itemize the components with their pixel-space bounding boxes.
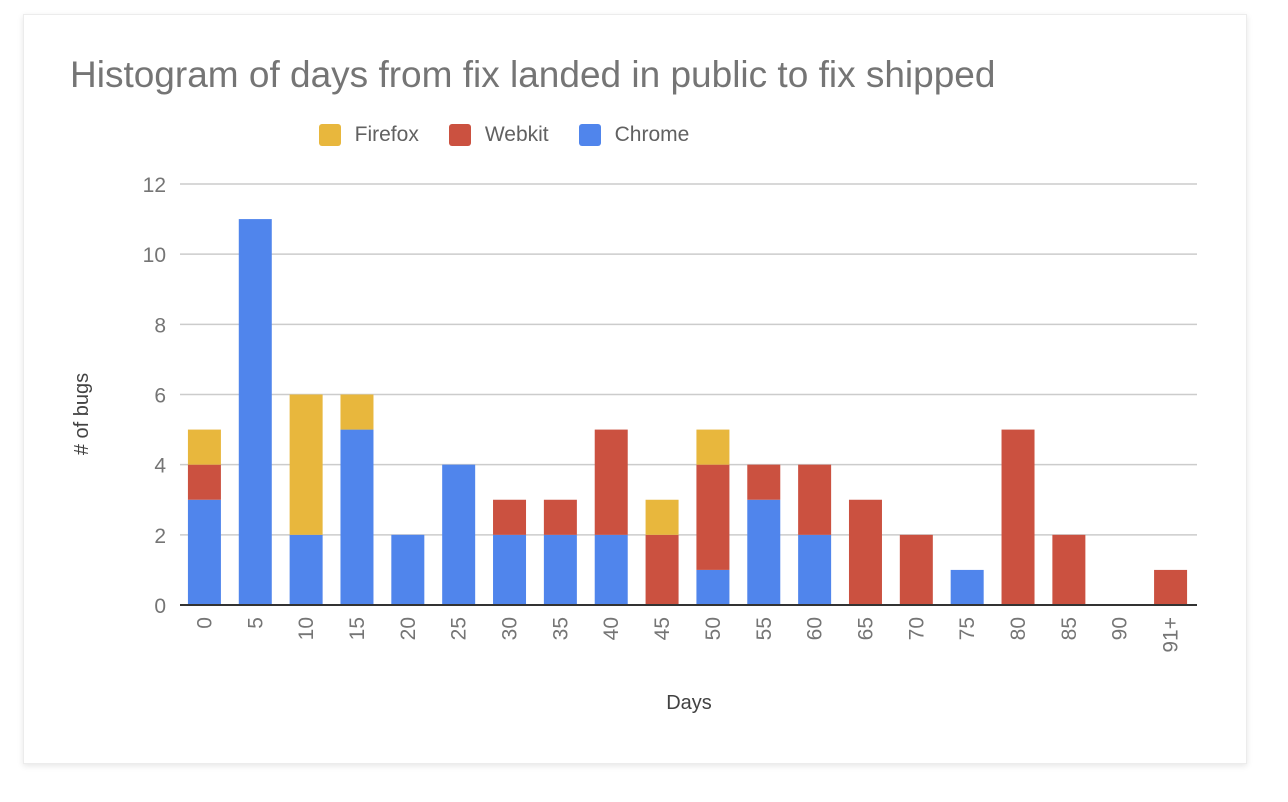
bar-segment-webkit[interactable] xyxy=(848,499,882,605)
bar-segment-webkit[interactable] xyxy=(493,499,527,535)
bar-segment-chrome[interactable] xyxy=(289,534,323,605)
y-axis-title: # of bugs xyxy=(71,373,93,455)
bar-segment-webkit[interactable] xyxy=(187,464,221,500)
x-tick-label: 5 xyxy=(244,617,267,629)
y-tick-label: 0 xyxy=(154,595,166,618)
bar-segment-webkit[interactable] xyxy=(645,534,679,605)
bar-segment-webkit[interactable] xyxy=(594,429,628,535)
legend-label: Chrome xyxy=(614,123,690,146)
chart-title: Histogram of days from fix landed in pub… xyxy=(70,54,996,95)
x-tick-label: 80 xyxy=(1007,617,1030,640)
bar-segment-chrome[interactable] xyxy=(950,569,984,605)
legend: Firefox Webkit Chrome xyxy=(0,123,1148,147)
bar-segment-webkit[interactable] xyxy=(1154,569,1188,605)
firefox-swatch-icon xyxy=(318,124,341,146)
y-tick-label: 6 xyxy=(154,385,166,408)
bar-segment-chrome[interactable] xyxy=(493,534,527,605)
bar-segment-webkit[interactable] xyxy=(747,464,781,500)
x-tick-label: 25 xyxy=(448,617,471,640)
x-tick-label: 15 xyxy=(346,617,369,640)
x-tick-label: 0 xyxy=(193,617,216,629)
x-tick-label: 10 xyxy=(295,617,318,640)
bars xyxy=(187,219,1188,606)
chart-card xyxy=(23,14,1247,764)
x-axis-title: Days xyxy=(666,692,712,714)
y-tick-label: 2 xyxy=(154,525,166,548)
x-tick-label: 30 xyxy=(499,617,522,640)
x-tick-label: 20 xyxy=(397,617,420,640)
bar-segment-firefox[interactable] xyxy=(187,429,221,465)
x-tick-label: 90 xyxy=(1109,617,1132,640)
bar-segment-webkit[interactable] xyxy=(1001,429,1035,605)
legend-label: Firefox xyxy=(354,123,419,146)
bar-segment-chrome[interactable] xyxy=(696,569,730,605)
bar-segment-firefox[interactable] xyxy=(696,429,730,465)
bar-segment-webkit[interactable] xyxy=(1052,534,1086,605)
x-tick-label: 60 xyxy=(804,617,827,640)
gridlines xyxy=(180,183,1197,536)
y-tick-label: 4 xyxy=(154,455,166,478)
bar-segment-chrome[interactable] xyxy=(594,534,628,605)
x-axis-ticks: 0 5 10 15 20 25 30 35 40 45 50 55 60 65 70 75 80 85 90 91+ xyxy=(193,617,1182,653)
bar-segment-chrome[interactable] xyxy=(340,429,374,605)
x-tick-label: 55 xyxy=(753,617,776,640)
bar-segment-chrome[interactable] xyxy=(442,464,476,605)
bar-segment-webkit[interactable] xyxy=(899,534,933,605)
x-tick-label: 70 xyxy=(905,617,928,640)
legend-item-webkit[interactable]: Webkit xyxy=(448,123,549,147)
bar-segment-chrome[interactable] xyxy=(543,534,577,605)
x-tick-label: 50 xyxy=(702,617,725,640)
x-tick-label: 85 xyxy=(1058,617,1081,640)
y-tick-label: 10 xyxy=(143,244,166,267)
y-tick-label: 12 xyxy=(143,174,166,197)
legend-item-chrome[interactable]: Chrome xyxy=(578,123,690,147)
bar-segment-firefox[interactable] xyxy=(645,499,679,535)
y-tick-label: 8 xyxy=(154,314,166,337)
legend-item-firefox[interactable]: Firefox xyxy=(318,123,419,147)
x-tick-label: 91+ xyxy=(1160,617,1183,653)
bar-segment-webkit[interactable] xyxy=(798,464,832,535)
bar-segment-chrome[interactable] xyxy=(747,499,781,605)
bar-segment-chrome[interactable] xyxy=(238,219,272,606)
x-tick-label: 65 xyxy=(854,617,877,640)
chrome-swatch-icon xyxy=(578,124,601,146)
bar-segment-firefox[interactable] xyxy=(340,394,374,430)
y-axis-ticks: 0 2 4 6 8 10 12 xyxy=(143,174,167,618)
x-tick-label: 45 xyxy=(651,617,674,640)
bar-segment-chrome[interactable] xyxy=(187,499,221,605)
x-tick-label: 35 xyxy=(549,617,572,640)
bar-segment-webkit[interactable] xyxy=(696,464,730,570)
bar-segment-firefox[interactable] xyxy=(289,394,323,535)
bar-segment-chrome[interactable] xyxy=(391,534,425,605)
bar-segment-webkit[interactable] xyxy=(543,499,577,535)
x-tick-label: 75 xyxy=(956,617,979,640)
bar-segment-chrome[interactable] xyxy=(798,534,832,605)
x-tick-label: 40 xyxy=(600,617,623,640)
legend-label: Webkit xyxy=(484,123,549,146)
webkit-swatch-icon xyxy=(448,124,471,146)
